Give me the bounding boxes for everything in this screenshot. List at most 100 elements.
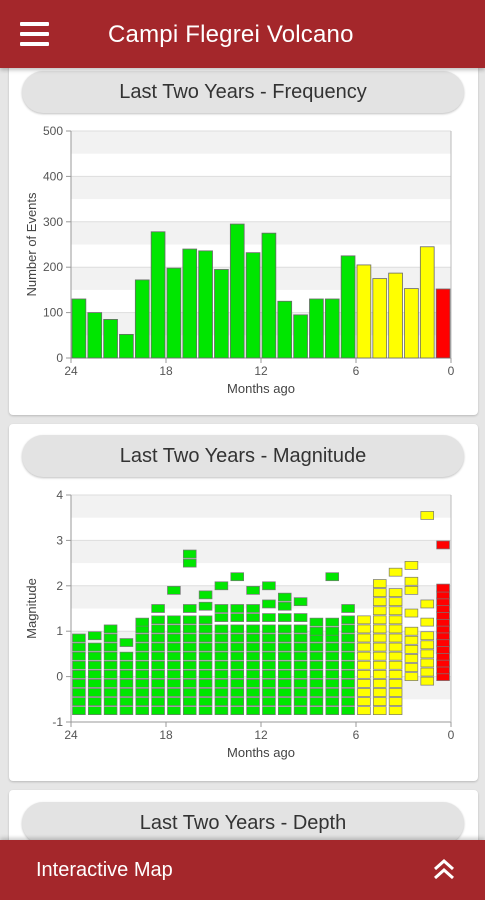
magnitude-marker	[262, 679, 276, 688]
frequency-bar	[388, 272, 403, 359]
magnitude-marker	[214, 613, 229, 622]
frequency-bar	[309, 298, 324, 359]
magnitude-title-button[interactable]: Last Two Years - Magnitude	[22, 435, 464, 477]
magnitude-marker	[325, 669, 340, 679]
magnitude-marker	[135, 660, 150, 670]
magnitude-marker	[214, 697, 229, 706]
double-chevron-up-icon[interactable]	[431, 856, 457, 882]
magnitude-marker	[325, 642, 340, 652]
grid-band	[71, 267, 451, 290]
magnitude-marker	[325, 572, 340, 582]
magnitude-marker	[214, 624, 229, 634]
magnitude-marker	[246, 624, 260, 634]
magnitude-marker	[404, 663, 419, 672]
magnitude-marker	[72, 697, 86, 706]
magnitude-marker	[277, 624, 292, 634]
magnitude-marker	[293, 624, 308, 634]
magnitude-marker	[341, 633, 355, 643]
magnitude-marker	[103, 688, 118, 697]
magnitude-marker	[167, 697, 181, 706]
magnitude-marker	[151, 706, 165, 715]
magnitude-marker	[167, 642, 181, 652]
magnitude-marker	[357, 624, 371, 634]
y-tick-label: 4	[56, 488, 63, 502]
magnitude-marker	[341, 697, 355, 706]
magnitude-marker	[103, 706, 118, 715]
magnitude-marker	[325, 679, 340, 688]
magnitude-marker	[182, 697, 197, 706]
magnitude-marker	[309, 651, 324, 661]
magnitude-marker	[135, 633, 150, 643]
magnitude-marker	[372, 679, 387, 688]
magnitude-marker	[182, 669, 197, 679]
magnitude-marker	[341, 624, 355, 634]
hamburger-menu-icon[interactable]	[0, 0, 68, 68]
magnitude-marker	[246, 679, 260, 688]
magnitude-marker	[388, 597, 403, 607]
scroll-content[interactable]: Last Two Years - Frequency 0 100 200 300 400…	[0, 68, 485, 840]
magnitude-marker	[277, 651, 292, 661]
magnitude-marker	[277, 642, 292, 652]
magnitude-marker	[277, 679, 292, 688]
magnitude-marker	[420, 511, 435, 520]
y-tick-label: 100	[43, 306, 63, 320]
frequency-bar	[435, 288, 451, 359]
y-tick-label: 200	[43, 260, 63, 274]
depth-title-button[interactable]: Last Two Years - Depth	[22, 802, 464, 840]
magnitude-marker	[119, 660, 134, 670]
magnitude-marker	[246, 613, 260, 622]
x-tick-label: 24	[64, 364, 78, 378]
magnitude-marker	[135, 642, 150, 652]
magnitude-marker	[151, 688, 165, 697]
x-tick-label: 24	[64, 728, 78, 742]
magnitude-marker	[372, 597, 387, 607]
magnitude-marker	[151, 642, 165, 652]
magnitude-marker	[151, 604, 165, 613]
magnitude-marker	[388, 679, 403, 688]
x-tick-label: 12	[254, 364, 268, 378]
magnitude-marker	[87, 631, 102, 641]
magnitude-marker	[151, 624, 165, 634]
x-tick-label: 6	[353, 728, 360, 742]
magnitude-marker	[309, 706, 324, 715]
magnitude-marker	[72, 706, 86, 715]
magnitude-marker	[182, 604, 197, 613]
magnitude-marker	[167, 688, 181, 697]
magnitude-marker	[388, 660, 403, 670]
magnitude-marker	[262, 633, 276, 643]
magnitude-marker	[341, 679, 355, 688]
magnitude-marker	[72, 660, 86, 670]
magnitude-marker	[230, 688, 245, 697]
magnitude-marker	[372, 697, 387, 706]
magnitude-marker	[262, 669, 276, 679]
magnitude-marker	[325, 688, 340, 697]
magnitude-marker	[357, 697, 371, 706]
magnitude-marker	[293, 706, 308, 715]
magnitude-marker	[230, 679, 245, 688]
magnitude-marker	[309, 617, 324, 627]
magnitude-marker	[262, 613, 276, 622]
magnitude-marker	[341, 642, 355, 652]
magnitude-marker	[293, 679, 308, 688]
magnitude-marker	[167, 651, 181, 661]
magnitude-marker	[246, 585, 260, 595]
magnitude-marker	[119, 679, 134, 688]
interactive-map-bar[interactable]: Interactive Map	[0, 840, 485, 900]
magnitude-marker	[357, 642, 371, 652]
magnitude-marker	[293, 613, 308, 622]
grid-band	[71, 631, 451, 654]
magnitude-marker	[198, 633, 213, 643]
magnitude-marker	[103, 697, 118, 706]
frequency-title-button[interactable]: Last Two Years - Frequency	[22, 71, 464, 113]
y-tick-label: 1	[56, 624, 63, 638]
magnitude-marker	[87, 697, 102, 706]
magnitude-marker	[198, 669, 213, 679]
magnitude-marker	[87, 660, 102, 670]
magnitude-marker	[372, 606, 387, 616]
magnitude-marker	[341, 706, 355, 715]
magnitude-marker	[246, 669, 260, 679]
frequency-bar	[419, 246, 435, 359]
depth-card: Last Two Years - Depth	[9, 790, 478, 840]
magnitude-marker	[198, 615, 213, 625]
magnitude-marker	[214, 669, 229, 679]
